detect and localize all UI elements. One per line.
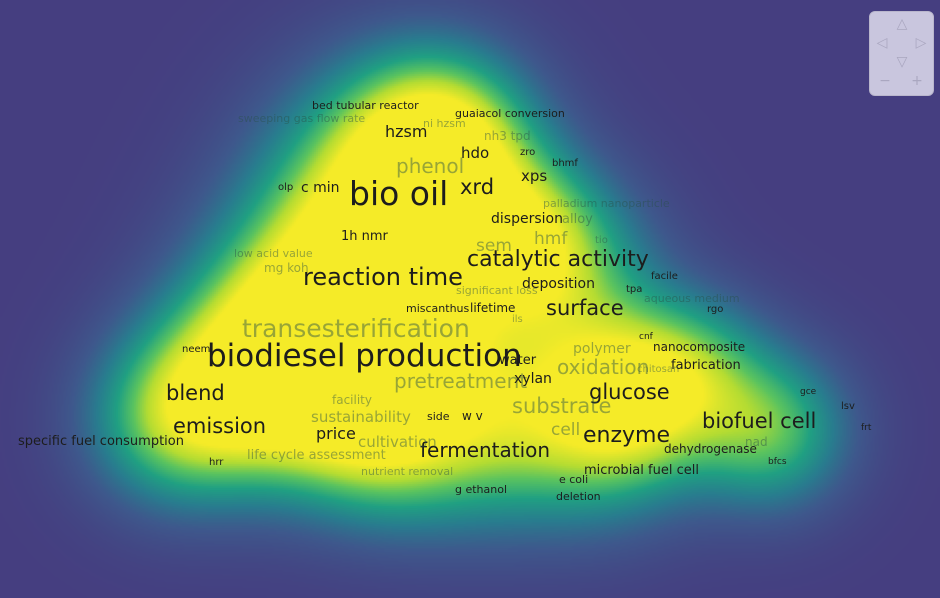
term-label[interactable]: xps [521, 167, 548, 185]
pan-down-icon[interactable]: ▽ [896, 54, 908, 70]
term-label[interactable]: price [316, 424, 356, 443]
term-label[interactable]: catalytic activity [467, 247, 649, 272]
term-label[interactable]: emission [173, 414, 267, 438]
term-label[interactable]: oxidation [557, 355, 650, 379]
term-label[interactable]: tpa [626, 284, 643, 295]
pan-right-icon[interactable]: ▷ [915, 35, 927, 51]
term-label[interactable]: biodiesel production [207, 338, 522, 374]
pan-up-icon[interactable]: △ [896, 16, 908, 32]
term-label[interactable]: frt [861, 423, 872, 433]
term-label[interactable]: alloy [562, 212, 593, 227]
term-label[interactable]: deposition [522, 276, 595, 292]
term-label[interactable]: significant loss [456, 284, 538, 297]
pan-left-icon[interactable]: ◁ [876, 35, 888, 51]
term-label[interactable]: lsv [841, 401, 855, 412]
term-label[interactable]: enzyme [583, 423, 671, 448]
zoom-out-icon[interactable]: − [879, 73, 891, 89]
term-label[interactable]: sem [476, 236, 512, 256]
term-label[interactable]: zro [520, 147, 536, 158]
term-label[interactable]: hmf [534, 229, 568, 249]
term-label[interactable]: mg koh [264, 261, 309, 275]
term-label[interactable]: low acid value [234, 247, 313, 260]
term-label[interactable]: bhmf [552, 158, 578, 169]
term-label[interactable]: hzsm [385, 122, 428, 141]
term-label[interactable]: chitosan [637, 364, 680, 375]
term-label[interactable]: transesterification [242, 314, 470, 343]
term-label[interactable]: c min [301, 180, 340, 196]
term-label[interactable]: microbial fuel cell [584, 463, 699, 478]
term-label[interactable]: blend [166, 381, 225, 405]
term-label[interactable]: ils [512, 314, 523, 325]
term-label[interactable]: w v [462, 409, 483, 423]
term-label[interactable]: dehydrogenase [664, 442, 757, 456]
term-label[interactable]: sustainability [311, 408, 411, 426]
term-label[interactable]: gce [800, 387, 817, 397]
term-label[interactable]: surface [546, 296, 624, 320]
term-label[interactable]: side [427, 410, 450, 423]
navigation-control: △ ◁ ▷ ▽ − + [869, 11, 934, 96]
term-label[interactable]: nad [745, 435, 768, 449]
term-label[interactable]: nh3 tpd [484, 129, 531, 143]
term-label[interactable]: rgo [707, 304, 724, 315]
term-label[interactable]: pretreatment [394, 369, 528, 393]
term-label[interactable]: g ethanol [455, 483, 508, 496]
term-label[interactable]: hdo [461, 144, 490, 162]
term-label[interactable]: tio [595, 235, 608, 246]
term-label[interactable]: nanocomposite [653, 340, 746, 354]
term-label[interactable]: substrate [512, 394, 612, 418]
term-label[interactable]: polymer [573, 341, 631, 357]
term-label[interactable]: cnf [639, 332, 653, 342]
term-label[interactable]: specific fuel consumption [18, 434, 184, 449]
term-label[interactable]: glucose [589, 380, 670, 404]
term-label[interactable]: e coli [559, 473, 589, 486]
term-label[interactable]: facility [332, 393, 372, 407]
term-label[interactable]: 1h nmr [341, 229, 388, 244]
term-label[interactable]: hrr [209, 457, 224, 468]
term-label[interactable]: xrd [460, 175, 495, 199]
term-label[interactable]: olp [278, 182, 294, 193]
term-label[interactable]: facile [651, 271, 678, 282]
term-label[interactable]: sweeping gas flow rate [238, 112, 366, 125]
term-label[interactable]: bed tubular reactor [312, 99, 419, 112]
term-label[interactable]: bfcs [768, 457, 787, 467]
term-label[interactable]: palladium nanoparticle [543, 197, 670, 210]
term-label[interactable]: cultivation [358, 433, 437, 451]
term-label[interactable]: miscanthus [406, 302, 470, 315]
term-label[interactable]: biofuel cell [702, 409, 817, 433]
term-label[interactable]: deletion [556, 490, 601, 503]
term-label[interactable]: dispersion [491, 211, 563, 227]
term-label[interactable]: fermentation [420, 438, 551, 462]
term-label[interactable]: ni hzsm [423, 117, 466, 130]
term-label[interactable]: fabrication [671, 358, 741, 373]
term-label[interactable]: bio oil [349, 174, 449, 213]
term-label[interactable]: lifetime [470, 301, 516, 315]
term-label[interactable]: phenol [396, 154, 465, 178]
term-label[interactable]: neem [182, 344, 211, 355]
term-label[interactable]: nutrient removal [361, 465, 454, 478]
zoom-in-icon[interactable]: + [911, 73, 923, 89]
term-label[interactable]: xylan [514, 371, 552, 387]
term-label[interactable]: cell [551, 420, 581, 440]
term-label[interactable]: life cycle assessment [247, 448, 386, 463]
term-label[interactable]: aqueous medium [644, 292, 740, 305]
term-label[interactable]: guaiacol conversion [455, 107, 565, 120]
term-label[interactable]: reaction time [303, 263, 463, 291]
term-label[interactable]: water [499, 353, 537, 368]
